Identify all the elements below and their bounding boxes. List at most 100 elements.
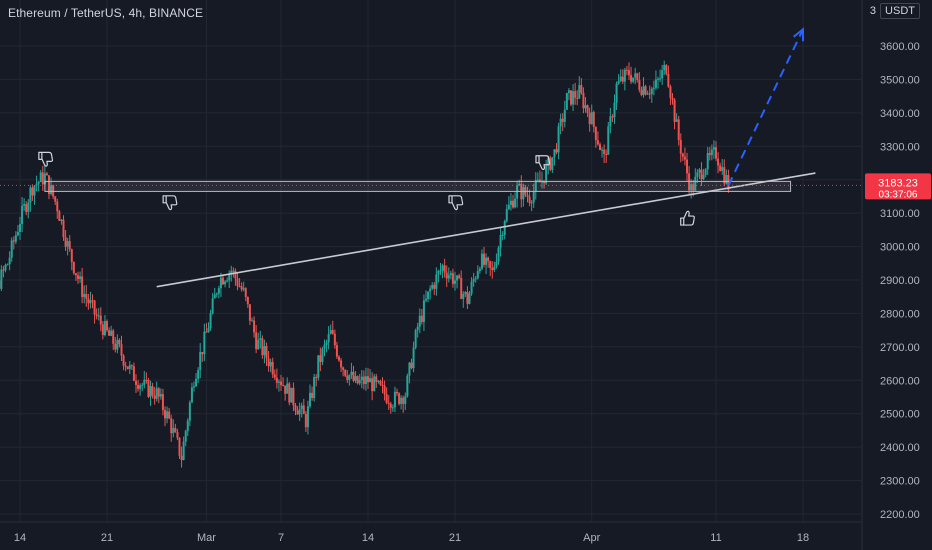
candle-body [346,375,349,380]
candle-body [145,379,148,381]
candle-body [327,333,330,343]
candle-body [323,344,326,349]
candle-body [696,172,699,177]
candle-body [489,261,492,268]
candle-body [294,405,297,411]
candle-body [161,394,164,411]
candle-body [64,237,67,247]
candle-body [487,257,490,262]
candle-body [514,198,517,208]
candle-body [246,296,249,305]
candle-body [240,286,243,290]
candle-body [466,292,469,304]
candle-body [356,376,359,384]
support-zone [44,180,792,192]
candle-body [39,172,42,182]
candle-body [234,270,237,279]
candle-body [238,286,241,288]
candle-body [12,240,15,242]
candle-body [462,293,465,299]
candle-body [166,411,169,419]
candle-body [114,343,117,350]
time-tick-label: Mar [197,532,216,544]
candle-body [725,175,728,184]
candle-body [79,276,82,279]
candle-body [671,97,674,100]
candle-body [178,437,181,456]
candle-body [95,314,98,316]
candle-body [661,70,664,79]
candle-body [669,86,672,98]
price-tick-label: 3400.00 [880,108,920,120]
candle-body [410,362,413,369]
candle-body [441,265,444,271]
candle-body [692,184,695,191]
candle-body [120,344,123,356]
candle-body [0,269,3,289]
candle-body [48,175,50,195]
price-axis-currency[interactable]: 3 USDT [870,3,920,19]
candle-body [81,276,84,298]
candle-body [56,201,59,212]
candle-body [27,202,30,212]
candle-body [128,365,131,369]
candle-body [547,157,550,166]
candle-body [159,394,162,397]
candle-body [567,90,570,94]
candle-body [406,375,409,397]
candle-body [296,410,299,415]
candle-body [451,273,454,284]
candle-body [2,269,5,271]
candle-body [493,266,496,271]
candle-body [4,264,7,271]
candle-body [215,293,218,295]
candle-body [273,374,276,378]
candle-body [288,383,291,403]
candle-body [33,185,36,196]
candle-body [103,321,106,336]
candle-body [503,221,506,236]
candle-body [118,339,121,345]
candle-body [68,241,71,250]
candle-body [654,79,657,88]
candle-body [213,294,216,299]
candle-body [139,385,142,389]
candle-body [157,388,160,397]
candle-body [325,342,328,345]
candle-body [217,288,220,294]
candle-body [702,174,705,180]
candle-body [6,264,9,266]
candle-body [309,392,311,407]
candle-body [132,366,135,381]
candle-body [37,181,40,184]
candle-body [70,249,73,262]
candle-body [576,97,579,99]
candle-body [209,313,212,329]
candle-body [472,279,475,282]
candle-body [553,149,556,158]
candle-body [706,152,709,170]
candle-body [149,386,152,397]
candle-body [31,187,34,196]
candle-body [574,91,577,98]
candle-body [207,328,210,333]
candle-body [545,165,548,184]
candle-body [25,204,28,212]
candle-body [261,338,264,356]
candle-body [153,395,156,399]
candle-body [97,315,100,317]
candle-body [420,315,423,322]
candle-body [439,270,442,272]
candle-body [621,76,624,82]
candle-body [244,288,247,297]
candle-body [412,347,415,369]
candle-body [228,273,231,281]
currency-label: USDT [880,3,920,19]
candle-body [329,330,332,334]
candle-body [106,321,108,331]
candle-body [557,126,560,153]
candle-body [686,159,688,174]
candle-body [418,315,421,327]
candle-body [416,326,419,331]
